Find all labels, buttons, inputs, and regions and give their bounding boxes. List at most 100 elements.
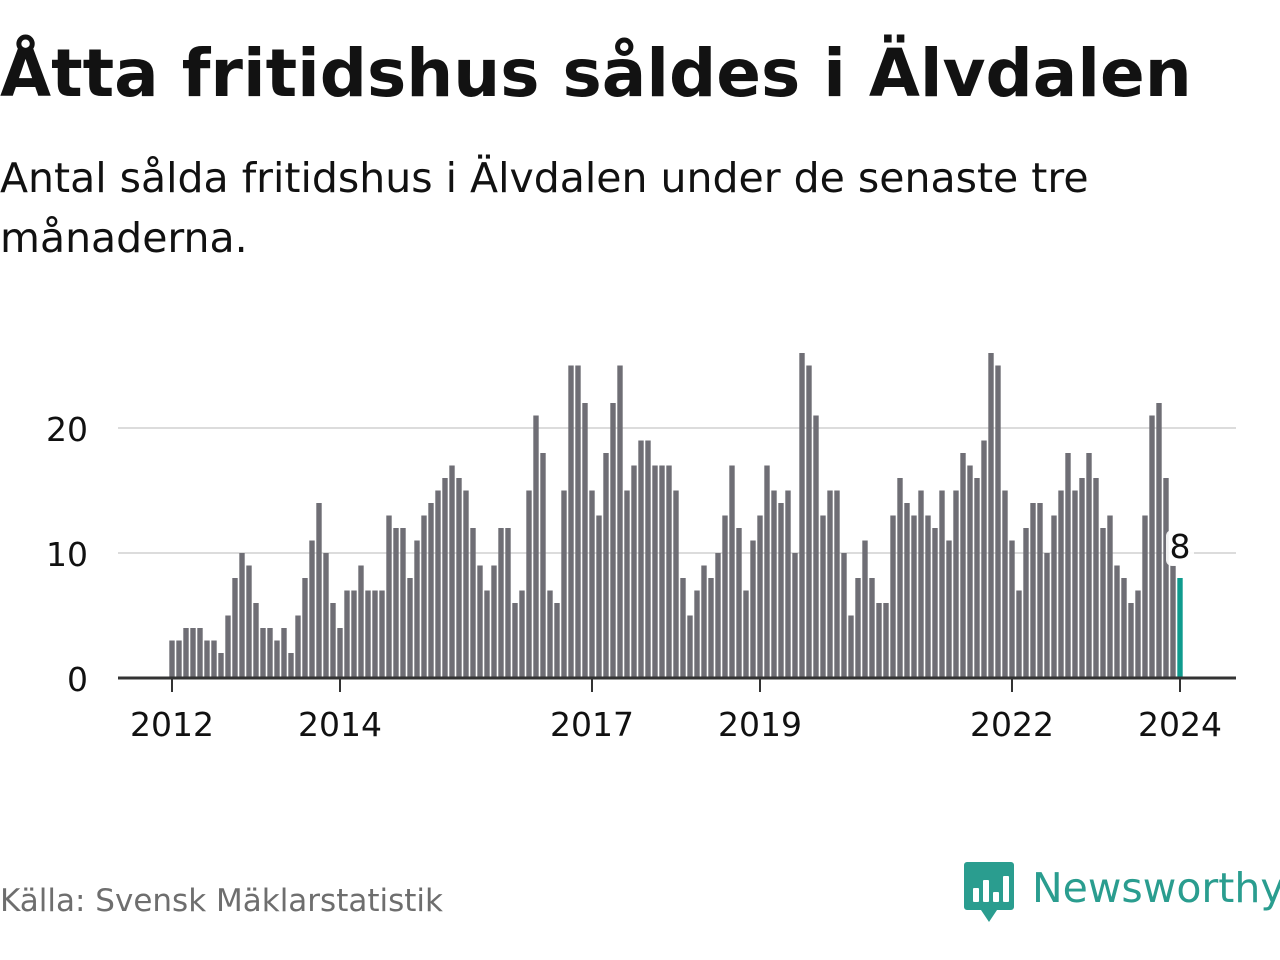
bar — [1002, 490, 1008, 678]
chart-title: Åtta fritidshus såldes i Älvdalen — [0, 35, 1192, 112]
bar — [239, 553, 245, 678]
bar — [505, 528, 511, 678]
bar — [1121, 578, 1127, 678]
bar — [925, 515, 931, 678]
bar — [946, 540, 952, 678]
bar — [442, 478, 448, 678]
bar — [1100, 528, 1106, 678]
bar — [722, 515, 728, 678]
bar — [603, 453, 609, 678]
bar — [610, 403, 616, 678]
bar — [1030, 503, 1036, 678]
bar — [890, 515, 896, 678]
bar — [708, 578, 714, 678]
bar — [484, 590, 490, 678]
bar — [876, 603, 882, 678]
bar — [771, 490, 777, 678]
x-tick-label: 2014 — [298, 705, 382, 744]
bar — [967, 465, 973, 678]
bar — [848, 615, 854, 678]
data-label-bg — [1166, 530, 1194, 566]
bar — [414, 540, 420, 678]
bar — [1044, 553, 1050, 678]
bar — [995, 365, 1001, 678]
bar — [323, 553, 329, 678]
bar — [904, 503, 910, 678]
bar — [757, 515, 763, 678]
source-note: Källa: Svensk Mäklarstatistik — [0, 883, 443, 919]
bar — [673, 490, 679, 678]
bar — [988, 353, 994, 678]
bar — [554, 603, 560, 678]
bar — [974, 478, 980, 678]
bar — [799, 353, 805, 678]
bar — [568, 365, 574, 678]
bar — [498, 528, 504, 678]
bar — [736, 528, 742, 678]
bar-chart-speech-bubble-icon — [964, 862, 1014, 922]
bar — [1051, 515, 1057, 678]
bar — [1065, 453, 1071, 678]
bar — [302, 578, 308, 678]
x-tick-label: 2017 — [550, 705, 634, 744]
bar — [246, 565, 252, 678]
bar — [183, 628, 189, 678]
bar — [617, 365, 623, 678]
bar — [883, 603, 889, 678]
bar — [358, 565, 364, 678]
data-label-latest: 8 — [1170, 527, 1191, 566]
bar — [792, 553, 798, 678]
bar — [855, 578, 861, 678]
bar — [785, 490, 791, 678]
bar — [575, 365, 581, 678]
bar — [701, 565, 707, 678]
bar — [1023, 528, 1029, 678]
bar — [1037, 503, 1043, 678]
x-tick-label: 2012 — [130, 705, 214, 744]
bar — [666, 465, 672, 678]
bar — [862, 540, 868, 678]
brand-name: Newsworthy — [1032, 864, 1280, 912]
bar — [911, 515, 917, 678]
bar — [624, 490, 630, 678]
bar — [1156, 403, 1162, 678]
bar — [351, 590, 357, 678]
bar — [631, 465, 637, 678]
bar — [596, 515, 602, 678]
bar — [456, 478, 462, 678]
bar — [1079, 478, 1085, 678]
bar — [267, 628, 273, 678]
bar — [491, 565, 497, 678]
bar — [918, 490, 924, 678]
bar — [869, 578, 875, 678]
bar — [400, 528, 406, 678]
x-tick-label: 2024 — [1138, 705, 1222, 744]
bar — [309, 540, 315, 678]
bar — [526, 490, 532, 678]
brand-logo[interactable]: Newsworthy — [964, 862, 1280, 924]
bar — [834, 490, 840, 678]
bar — [1142, 515, 1148, 678]
bar — [827, 490, 833, 678]
chart-subtitle: Antal sålda fritidshus i Älvdalen under … — [0, 154, 1089, 262]
bar — [393, 528, 399, 678]
bar — [687, 615, 693, 678]
bar — [645, 440, 651, 678]
bar — [477, 565, 483, 678]
bar-highlight — [1177, 578, 1183, 678]
bar — [743, 590, 749, 678]
bar — [274, 640, 280, 678]
bar — [1086, 453, 1092, 678]
bar — [386, 515, 392, 678]
bar — [176, 640, 182, 678]
bar — [1128, 603, 1134, 678]
bar — [190, 628, 196, 678]
bar — [365, 590, 371, 678]
bar — [981, 440, 987, 678]
bar — [449, 465, 455, 678]
bar — [1114, 565, 1120, 678]
bar — [344, 590, 350, 678]
bar — [561, 490, 567, 678]
bar — [225, 615, 231, 678]
bar — [1107, 515, 1113, 678]
